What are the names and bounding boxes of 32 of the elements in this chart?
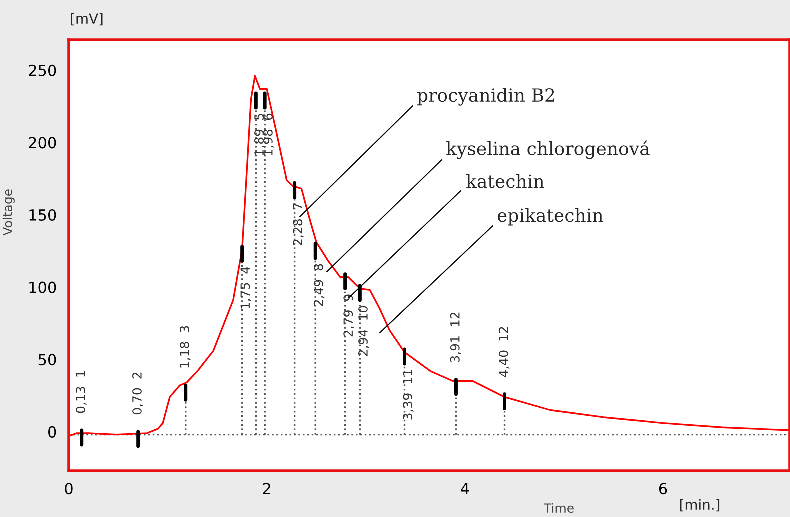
y-tick-label: 0 xyxy=(48,426,56,438)
y-tick-label: 200 xyxy=(29,137,56,149)
annotation: 2,94 10 xyxy=(358,306,370,356)
annotation: 1,98 6 xyxy=(263,114,274,156)
text: [mV] xyxy=(71,13,103,26)
y-tick-label: 150 xyxy=(30,209,56,222)
x-axis-title: Time xyxy=(544,503,574,513)
annotation: 2,49 8 xyxy=(314,264,325,306)
annotation: 1,89 5 xyxy=(254,114,266,156)
y-tick-label: 50 xyxy=(38,354,56,366)
annotation: 0,13 1 xyxy=(76,371,87,414)
x-tick-label: 0 xyxy=(65,483,73,495)
y-tick-label: 100 xyxy=(30,282,56,294)
annotation: katechin xyxy=(466,174,544,188)
annotation: 3,39 11 xyxy=(403,370,414,420)
y-tick-label: 250 xyxy=(29,64,56,76)
x-tick-label: 2 xyxy=(263,483,270,494)
line-series xyxy=(69,75,790,438)
annotation: 3,91 12 xyxy=(450,312,462,362)
annotation: 2,28 7 xyxy=(293,204,304,246)
annotation: 0,70 2 xyxy=(132,372,144,415)
x-tick-label: 4 xyxy=(461,483,470,494)
annotation: 1,75 4 xyxy=(240,267,252,309)
annotation: epikatechin xyxy=(498,208,604,226)
annotation: 1,18 3 xyxy=(180,326,191,368)
x-tick-label: 6 xyxy=(659,483,668,495)
y-axis-title: Voltage xyxy=(2,190,15,236)
annotation: procyanidin B2 xyxy=(418,88,554,106)
annotation: 2,79 9 xyxy=(344,294,354,337)
annotation: kyselina chlorogenová xyxy=(446,140,650,160)
text: [min.] xyxy=(680,499,720,512)
annotation: 4,40 12 xyxy=(498,327,510,378)
